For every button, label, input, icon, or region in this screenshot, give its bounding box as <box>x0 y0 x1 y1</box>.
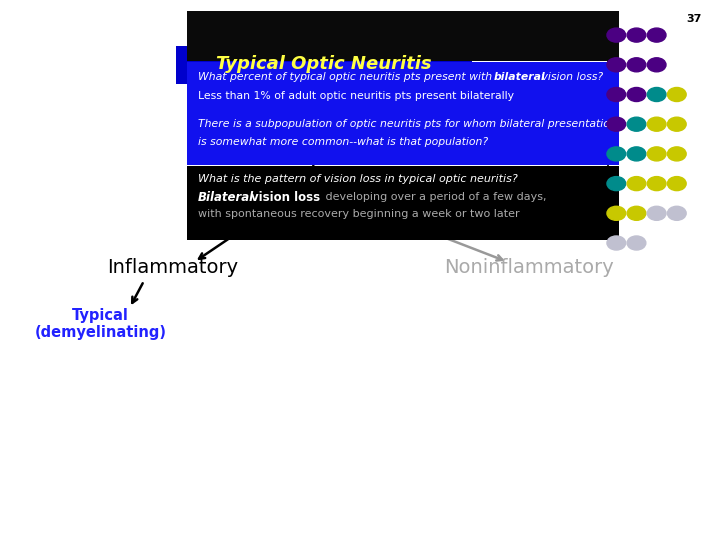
Circle shape <box>647 147 666 161</box>
Text: is somewhat more common--what is that population?: is somewhat more common--what is that po… <box>198 137 488 147</box>
Circle shape <box>607 147 626 161</box>
Circle shape <box>647 87 666 102</box>
Circle shape <box>647 117 666 131</box>
Circle shape <box>607 236 626 250</box>
Bar <box>187 166 619 240</box>
Text: Noninflammatory: Noninflammatory <box>444 258 614 277</box>
Bar <box>187 11 619 61</box>
Circle shape <box>667 117 686 131</box>
Bar <box>176 46 472 84</box>
Circle shape <box>647 177 666 191</box>
Text: Optic
Neuropathy: Optic Neuropathy <box>246 145 402 201</box>
Circle shape <box>627 236 646 250</box>
Circle shape <box>647 28 666 42</box>
Text: bilateral: bilateral <box>493 72 545 82</box>
Text: vision loss?: vision loss? <box>538 72 603 82</box>
Circle shape <box>647 58 666 72</box>
Circle shape <box>607 177 626 191</box>
Text: Less than 1% of adult optic neuritis pts present bilaterally: Less than 1% of adult optic neuritis pts… <box>198 91 514 100</box>
Circle shape <box>627 58 646 72</box>
Text: What is the pattern of vision loss in typical optic neuritis?: What is the pattern of vision loss in ty… <box>198 174 518 184</box>
Text: What percent of typical optic neuritis pts present with: What percent of typical optic neuritis p… <box>198 72 495 82</box>
Text: There is a subpopulation of optic neuritis pts for whom bilateral presentation: There is a subpopulation of optic neurit… <box>198 119 617 129</box>
Circle shape <box>627 28 646 42</box>
Circle shape <box>627 206 646 220</box>
Text: Typical Optic Neuritis: Typical Optic Neuritis <box>216 55 432 73</box>
Circle shape <box>627 87 646 102</box>
Text: vision loss: vision loss <box>251 191 320 204</box>
Text: with spontaneous recovery beginning a week or two later: with spontaneous recovery beginning a we… <box>198 210 520 219</box>
Text: Typical
(demyelinating): Typical (demyelinating) <box>35 308 167 340</box>
Circle shape <box>627 177 646 191</box>
Circle shape <box>607 206 626 220</box>
Circle shape <box>667 206 686 220</box>
Circle shape <box>627 117 646 131</box>
Text: Bilateral: Bilateral <box>198 191 254 204</box>
Circle shape <box>667 87 686 102</box>
Circle shape <box>607 117 626 131</box>
Bar <box>187 62 619 165</box>
Circle shape <box>607 58 626 72</box>
Circle shape <box>607 28 626 42</box>
Circle shape <box>667 147 686 161</box>
Text: Inflammatory: Inflammatory <box>107 258 238 277</box>
Text: developing over a period of a few days,: developing over a period of a few days, <box>322 192 546 202</box>
Text: 37: 37 <box>687 14 702 24</box>
Circle shape <box>647 206 666 220</box>
Circle shape <box>607 87 626 102</box>
Circle shape <box>667 177 686 191</box>
Circle shape <box>627 147 646 161</box>
